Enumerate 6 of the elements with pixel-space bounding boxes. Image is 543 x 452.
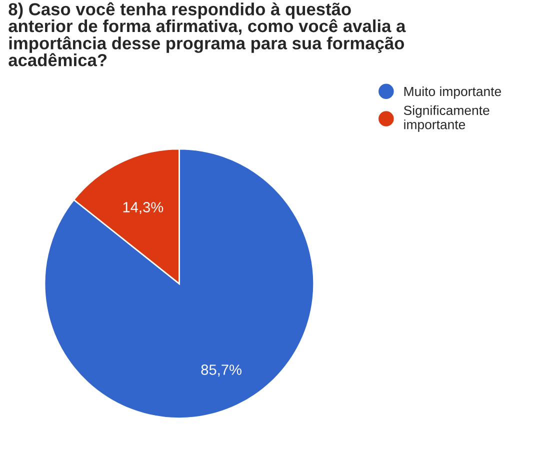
- chart-title: 8) Caso você tenha respondido à questão anterior de forma afirmativa, como você avalia a importância desse programa para sua formação acadêmica?: [8, 2, 406, 66]
- legend-label: Muito importante: [404, 86, 501, 99]
- data-label: 14,3%: [123, 202, 164, 214]
- data-label: 85,7%: [201, 364, 242, 377]
- legend-label: Significamente importante: [404, 105, 490, 132]
- pie-slice: [44, 148, 315, 419]
